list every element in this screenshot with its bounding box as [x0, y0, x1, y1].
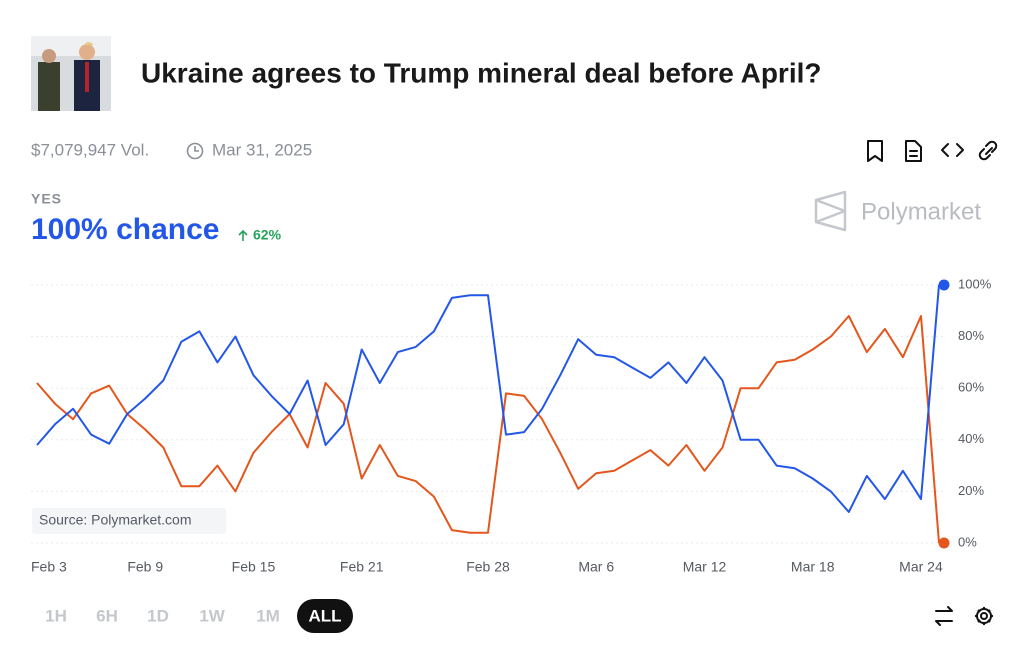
series-line: [36, 284, 940, 513]
y-tick-label: 100%: [958, 276, 992, 291]
document-button[interactable]: [905, 140, 922, 162]
up-arrow: [238, 229, 248, 241]
series-line: [36, 315, 940, 544]
outcome-chance: 100% chance: [31, 213, 219, 246]
y-tick-label: 80%: [958, 328, 984, 343]
x-tick-label: Feb 15: [232, 559, 276, 575]
x-tick-label: Feb 3: [31, 559, 67, 575]
x-tick-label: Feb 28: [466, 559, 510, 575]
y-tick-label: 20%: [958, 483, 984, 498]
x-tick-label: Mar 12: [683, 559, 727, 575]
outcome-label: YES: [31, 191, 62, 207]
outcome-change: 62%: [253, 227, 282, 243]
swap-button[interactable]: [935, 606, 953, 626]
x-tick-label: Mar 18: [791, 559, 835, 575]
embed-button[interactable]: [941, 143, 964, 157]
settings-button[interactable]: [975, 607, 993, 625]
source-label: Source: Polymarket.com: [39, 512, 192, 528]
bookmark-button[interactable]: [867, 140, 883, 162]
x-tick-label: Feb 21: [340, 559, 384, 575]
brand-name: Polymarket: [861, 198, 981, 225]
y-tick-label: 0%: [958, 534, 977, 549]
price-chart: 0% 20% 40% 60% 80% 100% Feb 3 Feb 9 Feb 15 Feb 21…: [31, 276, 992, 575]
range-button[interactable]: ALL: [308, 606, 341, 625]
y-tick-label: 40%: [958, 431, 984, 446]
x-tick-label: Feb 9: [127, 559, 163, 575]
source-badge: [32, 508, 226, 534]
range-button-active[interactable]: [297, 599, 353, 633]
end-date: Mar 31, 2025: [212, 140, 312, 159]
range-button[interactable]: 1H: [45, 606, 67, 625]
market-title: Ukraine agrees to Trump mineral deal bef…: [141, 57, 822, 88]
y-tick-label: 60%: [958, 380, 984, 395]
volume: $7,079,947 Vol.: [31, 140, 149, 159]
range-button[interactable]: 1W: [199, 606, 225, 625]
x-tick-label: Mar 6: [578, 559, 614, 575]
x-tick-label: Mar 24: [899, 559, 943, 575]
market-thumbnail: [31, 36, 111, 111]
link-button[interactable]: [978, 140, 998, 161]
range-button[interactable]: 1M: [256, 606, 280, 625]
end-dot: [938, 279, 950, 291]
end-dot: [938, 537, 950, 549]
clock-icon: [186, 142, 204, 160]
range-button[interactable]: 6H: [96, 606, 118, 625]
time-range-selector: 1H 6H 1D 1W 1M ALL: [45, 599, 353, 633]
brand-logo: [814, 190, 847, 232]
range-button[interactable]: 1D: [147, 606, 169, 625]
